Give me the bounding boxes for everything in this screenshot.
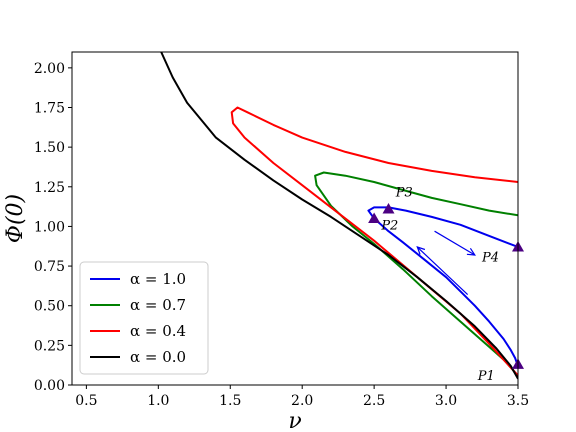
plot-frame — [71, 51, 519, 386]
y-tick-label: 0.25 — [34, 338, 65, 354]
y-tick-label: 1.75 — [34, 101, 65, 117]
annotation-p3: P3 — [395, 185, 413, 200]
arrow-head-1 — [416, 246, 426, 255]
x-tick-label: 3.5 — [507, 393, 529, 409]
x-axis-label: ν — [288, 409, 301, 432]
annotation-p4: P4 — [481, 250, 499, 265]
arrows-layer — [416, 230, 476, 296]
legend-box — [79, 261, 209, 375]
curves-layer — [160, 52, 518, 380]
legend-label-0: α = 1.0 — [130, 270, 186, 288]
arrow-head-0 — [466, 247, 476, 256]
y-tick-label: 1.25 — [34, 180, 65, 196]
marker-p2 — [368, 212, 381, 223]
annotation-p1: P1 — [477, 369, 495, 384]
x-tick-label: 2.5 — [363, 393, 385, 409]
series-line-3 — [160, 52, 518, 380]
y-axis-label: Φ(0) — [3, 194, 28, 243]
y-tick-label: 0.00 — [34, 378, 65, 394]
legend-label-3: α = 0.0 — [130, 348, 186, 366]
x-tick-label: 0.5 — [75, 393, 97, 409]
y-tick-label: 1.50 — [34, 140, 65, 156]
series-line-0 — [367, 206, 518, 367]
y-tick-label: 0.50 — [34, 299, 65, 315]
x-tick-label: 3.0 — [435, 393, 457, 409]
legend-label-1: α = 0.7 — [130, 296, 186, 314]
y-axis-ticks: 0.00 0.25 0.50 0.75 1.00 1.25 1.50 1.75 2.00 — [34, 61, 72, 394]
legend-label-2: α = 0.4 — [130, 322, 186, 340]
y-tick-label: 1.00 — [34, 219, 65, 235]
x-tick-label: 1.0 — [147, 393, 169, 409]
marker-p3 — [382, 202, 395, 214]
y-tick-label: 0.75 — [34, 259, 65, 275]
legend: α = 1.0 α = 0.7 α = 0.4 α = 0.0 — [79, 261, 209, 375]
direction-arrow-0 — [434, 230, 476, 256]
direction-arrow-1 — [416, 246, 469, 296]
x-tick-label: 2.0 — [291, 393, 313, 409]
x-tick-label: 1.5 — [219, 393, 241, 409]
x-axis-ticks: 0.5 1.0 1.5 2.0 2.5 3.0 3.5 — [75, 385, 529, 409]
y-tick-label: 2.00 — [34, 61, 65, 77]
annotation-p2: P2 — [380, 219, 398, 234]
series-line-1 — [314, 171, 518, 378]
annotations-layer: P1 P2 P3 P4 — [380, 185, 499, 384]
